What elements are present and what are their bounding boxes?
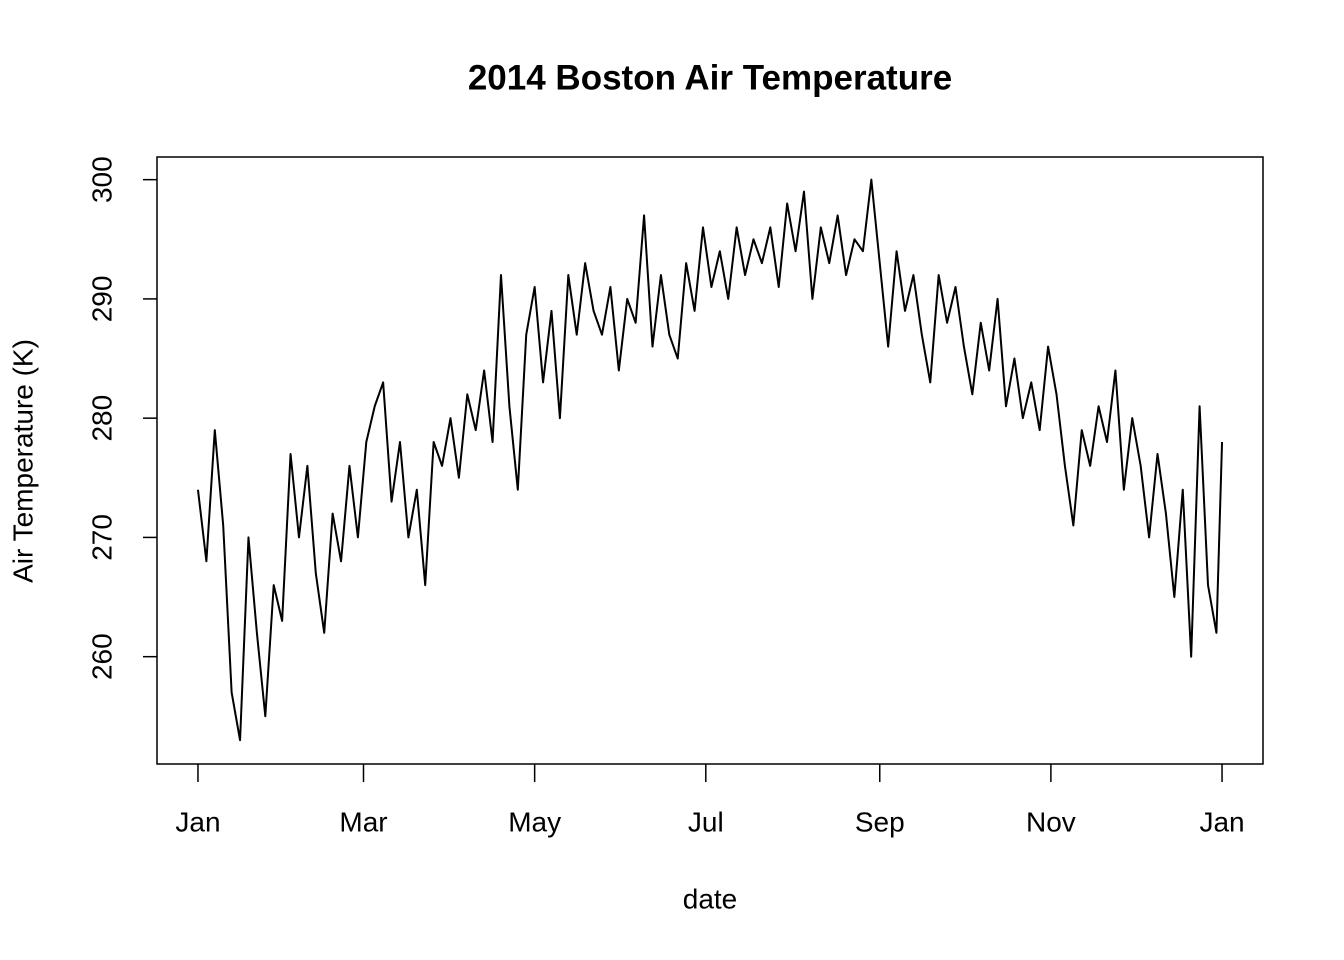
x-tick-label: Jan xyxy=(175,806,220,837)
x-tick-label: Mar xyxy=(339,806,387,837)
x-axis-label: date xyxy=(683,883,738,914)
y-tick-label: 290 xyxy=(86,276,117,323)
x-tick-label: Nov xyxy=(1026,806,1076,837)
y-tick-label: 300 xyxy=(86,156,117,203)
chart-title: 2014 Boston Air Temperature xyxy=(468,58,952,97)
x-tick-label: Jul xyxy=(688,806,724,837)
y-tick-label: 280 xyxy=(86,395,117,442)
y-tick-label: 270 xyxy=(86,514,117,561)
y-axis-label: Air Temperature (K) xyxy=(7,339,38,583)
x-tick-label: Jan xyxy=(1199,806,1244,837)
data-line xyxy=(196,178,1224,742)
plot-box xyxy=(156,156,1264,765)
x-tick-label: Sep xyxy=(855,806,905,837)
y-tick-label: 260 xyxy=(86,633,117,680)
x-tick-label: May xyxy=(508,806,561,837)
